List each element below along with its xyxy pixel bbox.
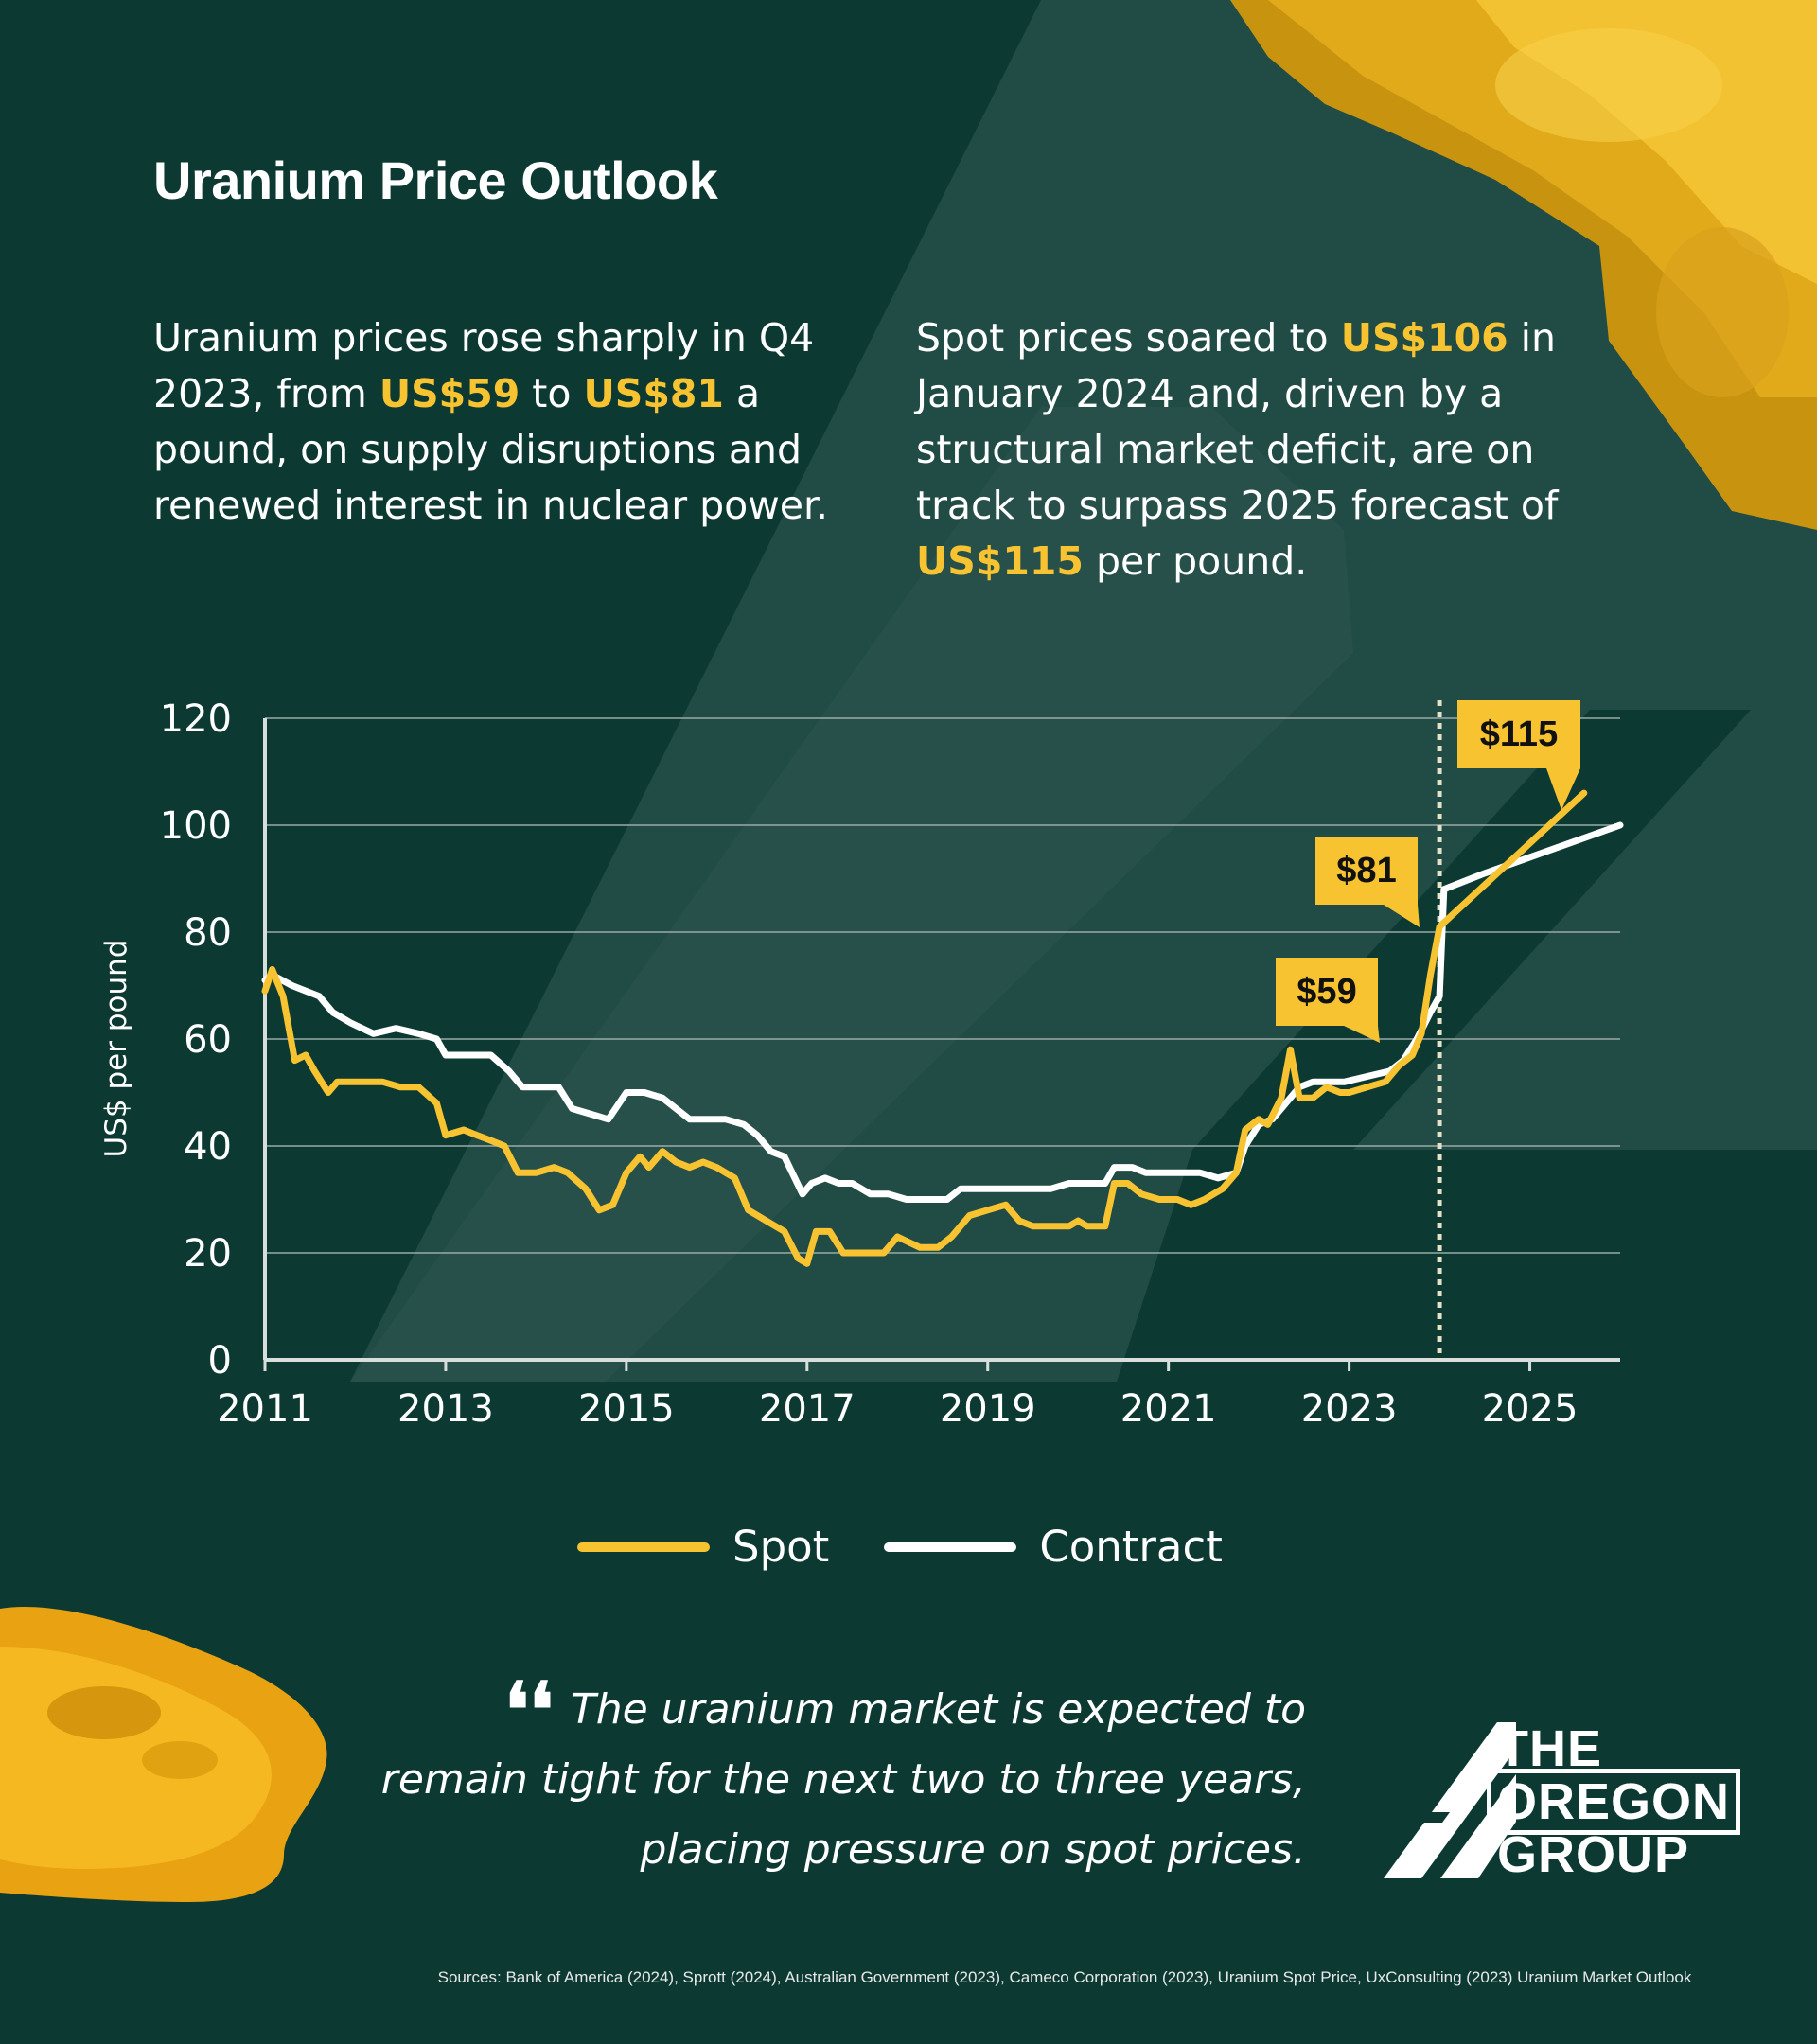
logo-line-oregon: OREGON xyxy=(1486,1769,1741,1835)
intro-right-text-3: per pound. xyxy=(1083,538,1308,584)
legend-label-spot: Spot xyxy=(732,1522,830,1572)
intro-right-text-1: Spot prices soared to xyxy=(916,315,1341,361)
y-tick-label-40: 40 xyxy=(184,1125,232,1169)
x-tick-label-2023: 2023 xyxy=(1301,1387,1398,1431)
intro-right-highlight-2: US$115 xyxy=(916,538,1084,584)
intro-left-text-2: to xyxy=(520,371,584,416)
y-tick-label-20: 20 xyxy=(184,1232,232,1276)
x-tick-label-2025: 2025 xyxy=(1482,1387,1579,1431)
uranium-powder-image-bottom xyxy=(0,1607,327,1902)
callout-label-81: $81 xyxy=(1336,851,1396,890)
legend-swatch-spot xyxy=(577,1542,710,1552)
callout-box-81 xyxy=(1315,837,1420,927)
y-tick-label-120: 120 xyxy=(160,697,232,741)
legend-swatch-contract xyxy=(884,1542,1017,1552)
logo-line-the: THE xyxy=(1497,1720,1602,1777)
logo-line-group: GROUP xyxy=(1497,1826,1690,1883)
logo-stripes-icon xyxy=(1384,1722,1516,1878)
legend-item-spot: Spot xyxy=(577,1522,829,1572)
legend-label-contract: Contract xyxy=(1039,1522,1223,1572)
x-tick-label-2019: 2019 xyxy=(940,1387,1036,1431)
quote-text: The uranium market is expected to remain… xyxy=(380,1685,1306,1874)
callout-box-59 xyxy=(1276,958,1380,1043)
intro-left-text-3: a pound, on supply disruptions and renew… xyxy=(153,371,829,528)
callout-label-115: $115 xyxy=(1480,714,1558,754)
quote-mark-icon: ❛❛ xyxy=(504,1665,554,1754)
page-title: Uranium Price Outlook xyxy=(153,150,718,210)
x-tick-label-2013: 2013 xyxy=(397,1387,494,1431)
x-tick-label-2015: 2015 xyxy=(578,1387,675,1431)
sources-footnote: Sources: Bank of America (2024), Sprott … xyxy=(437,1968,1692,1986)
y-tick-label-100: 100 xyxy=(160,804,232,848)
series-line-spot xyxy=(261,789,1588,1267)
callout-label-59: $59 xyxy=(1297,972,1356,1012)
x-tick-label-2011: 2011 xyxy=(217,1387,313,1431)
intro-left-highlight-1: US$59 xyxy=(379,371,520,416)
background-diagonal-band xyxy=(350,0,1817,1382)
y-tick-label-80: 80 xyxy=(184,911,232,955)
intro-left-text-1: Uranium prices rose sharply in Q4 2023, … xyxy=(153,315,815,416)
quote-block: ❛❛ The uranium market is expected to rema… xyxy=(360,1672,1306,1885)
intro-right-highlight-1: US$106 xyxy=(1340,315,1508,361)
oregon-group-logo: THE OREGON GROUP xyxy=(1384,1720,1743,1883)
legend-item-contract: Contract xyxy=(884,1522,1223,1572)
series-line-contract xyxy=(261,821,1624,1203)
intro-text-left: Uranium prices rose sharply in Q4 2023, … xyxy=(153,310,835,534)
callout-box-115 xyxy=(1457,700,1580,810)
uranium-price-chart: 0 20 40 60 80 100 120 2011 2013 2015 2017 2019 2021 2… xyxy=(99,697,1624,1431)
y-tick-label-60: 60 xyxy=(184,1018,232,1062)
intro-left-highlight-2: US$81 xyxy=(583,371,724,416)
x-tick-label-2021: 2021 xyxy=(1120,1387,1217,1431)
y-axis-label: US$ per pound xyxy=(99,940,133,1158)
intro-text-right: Spot prices soared to US$106 in January … xyxy=(916,310,1616,590)
chart-legend: Spot Contract xyxy=(577,1522,1278,1572)
y-tick-label-0: 0 xyxy=(208,1339,232,1383)
uranium-rock-image-top xyxy=(1230,0,1817,530)
logo-oregon-boxed: OREGON xyxy=(1486,1769,1741,1835)
x-tick-label-2017: 2017 xyxy=(759,1387,856,1431)
intro-right-text-2: in January 2024 and, driven by a structu… xyxy=(916,315,1559,528)
